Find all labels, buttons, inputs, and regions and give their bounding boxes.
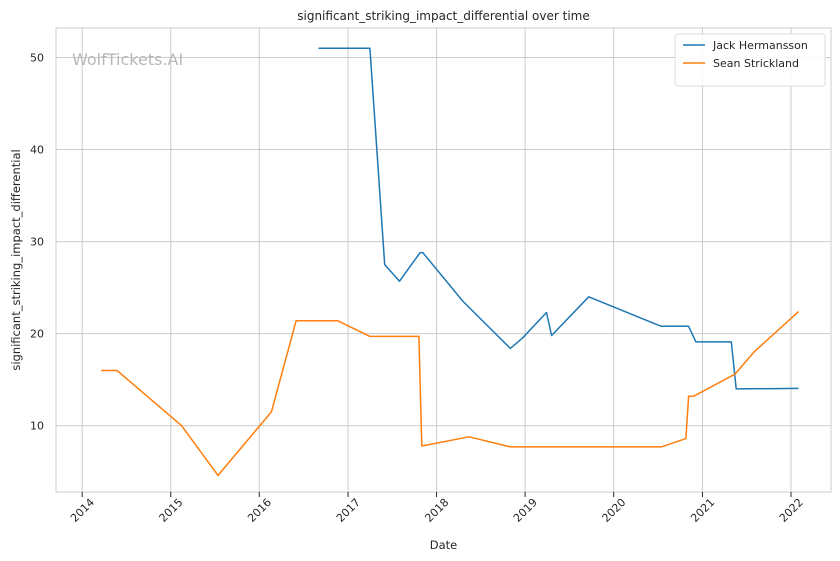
legend-label: Sean Strickland — [713, 57, 799, 70]
x-tick-label: 2017 — [334, 496, 363, 525]
chart-title: significant_striking_impact_differential… — [297, 9, 589, 23]
legend: Jack Hermansson Sean Strickland — [674, 33, 826, 87]
y-axis-ticks: 10 20 30 40 50 — [30, 51, 44, 432]
x-tick-label: 2019 — [511, 496, 540, 525]
x-axis-label: Date — [430, 538, 458, 552]
y-tick-label: 20 — [30, 328, 44, 341]
x-tick-label: 2020 — [600, 496, 629, 525]
legend-label: Jack Hermansson — [712, 39, 808, 52]
y-tick-label: 50 — [30, 51, 44, 64]
watermark: WolfTickets.AI — [72, 50, 183, 69]
x-tick-label: 2016 — [245, 496, 274, 525]
x-tick-label: 2014 — [68, 496, 97, 525]
x-axis-ticks: 2014 2015 2016 2017 2018 2019 2020 2021 2022 — [68, 492, 806, 525]
y-tick-label: 30 — [30, 236, 44, 249]
plot-area-frame — [55, 27, 832, 493]
series-lines — [101, 47, 800, 477]
x-tick-label: 2015 — [157, 496, 186, 525]
y-tick-label: 40 — [30, 144, 44, 157]
legend-box — [674, 33, 826, 87]
series-line-sean-strickland — [101, 311, 800, 477]
series-line-jack-hermansson — [318, 47, 799, 390]
y-tick-label: 10 — [30, 420, 44, 433]
x-tick-label: 2018 — [422, 496, 451, 525]
x-tick-label: 2021 — [688, 496, 717, 525]
x-tick-label: 2022 — [777, 496, 806, 525]
grid-lines — [56, 28, 831, 492]
y-axis-label: significant_striking_impact_differential — [9, 149, 23, 370]
